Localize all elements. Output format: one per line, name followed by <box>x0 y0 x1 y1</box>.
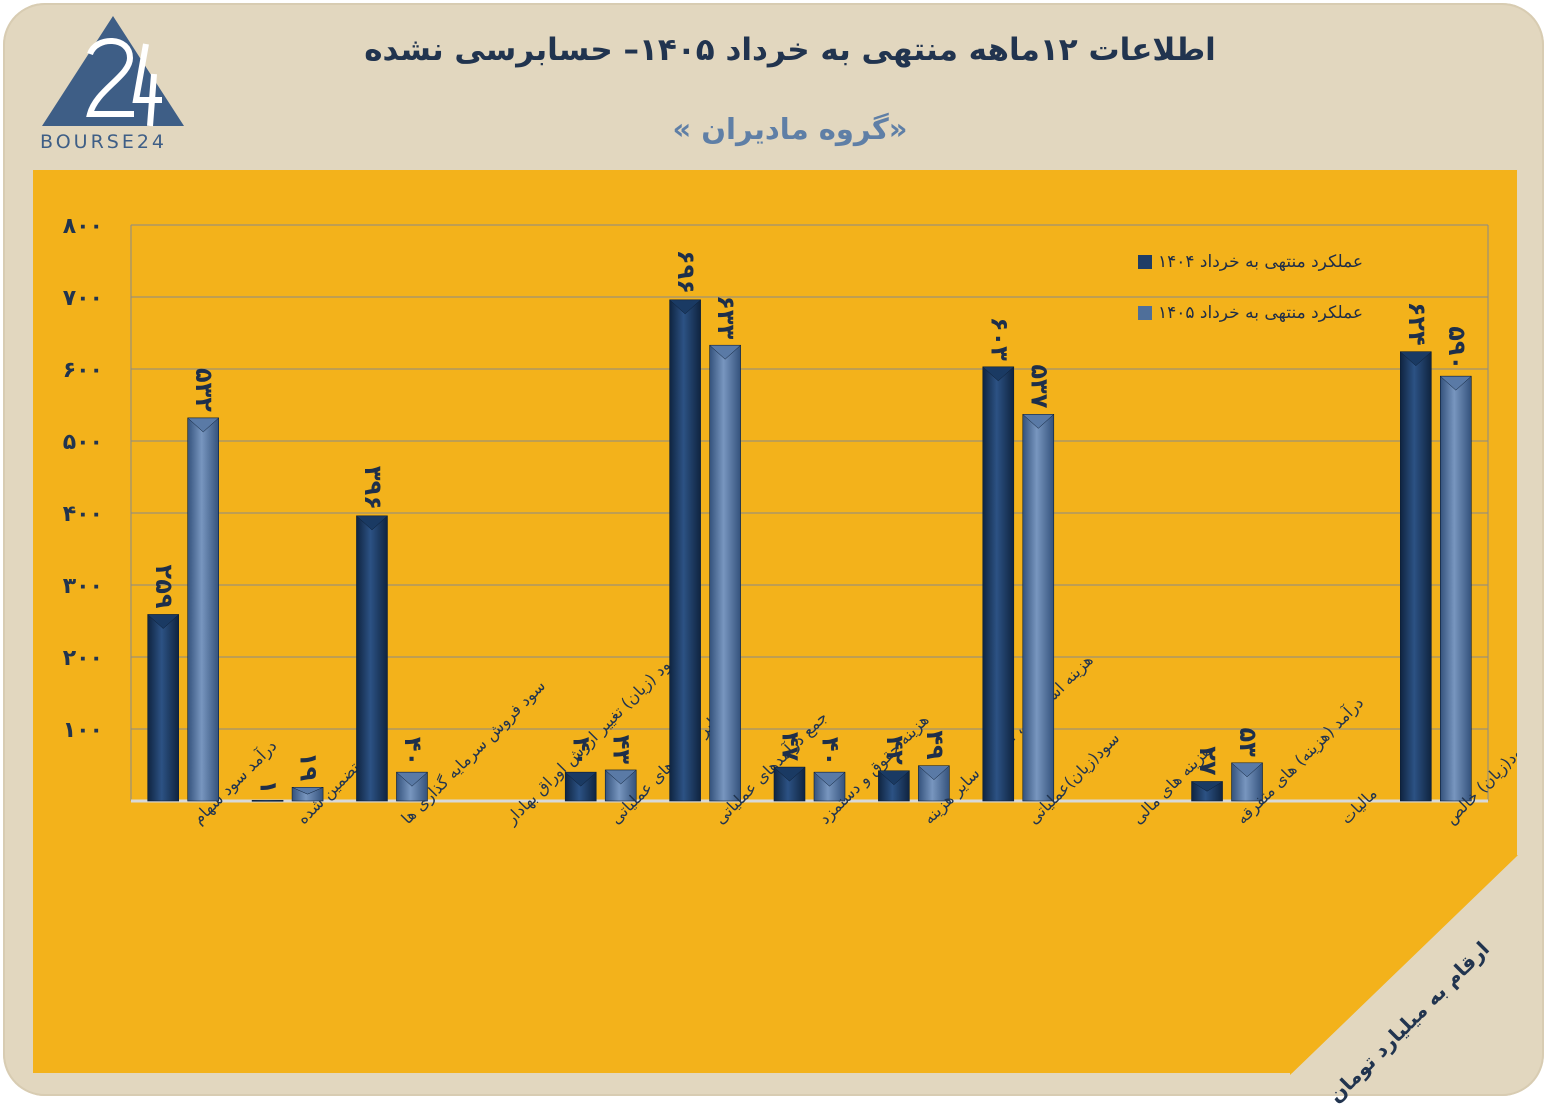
bar-cap <box>1230 762 1264 778</box>
page-title: اطلاعات ۱۲ماهه منتهی به خرداد ۱۴۰۵– حساب… <box>364 32 1216 68</box>
bar-cap <box>291 787 324 795</box>
bar-cap <box>917 765 951 781</box>
logo-text: BOURSE24 <box>40 131 168 153</box>
y-tick-label: ۲۰۰ <box>63 646 103 671</box>
category-label: هزینه حقوق و دستمزد <box>815 710 933 828</box>
bar-cap <box>355 515 389 531</box>
legend-swatch-2 <box>1138 306 1152 320</box>
data-label: ۲۵۹ <box>150 565 178 609</box>
bar-series2 <box>1440 375 1472 802</box>
bar-cap <box>773 766 806 782</box>
y-tick-label: ۱۰۰ <box>63 718 103 743</box>
legend-item-2: عملکرد منتهی به خرداد ۱۴۰۵ <box>1138 303 1363 323</box>
bar-series2 <box>1022 414 1055 802</box>
bar-cap <box>395 771 429 787</box>
bar-cap <box>604 769 637 785</box>
bar-series1 <box>356 515 388 802</box>
bar-series1 <box>147 614 179 802</box>
data-label: ۵۳۷ <box>1025 364 1053 408</box>
corner-triangle <box>1290 855 1518 1075</box>
bar-cap <box>708 344 742 360</box>
legend-item-1: عملکرد منتهی به خرداد ۱۴۰۴ <box>1138 252 1363 272</box>
bar-cap <box>1399 351 1432 367</box>
bar-cap <box>1439 375 1472 391</box>
data-label: ۶۳۳ <box>712 295 740 339</box>
bar-cap <box>147 614 180 629</box>
bar-series1 <box>251 799 284 802</box>
bar-series1 <box>982 366 1015 802</box>
page-subtitle: «گروه مادیران » <box>672 112 908 146</box>
y-tick-label: ۳۰۰ <box>63 574 103 599</box>
bar-cap <box>668 299 702 315</box>
legend-label-2: عملکرد منتهی به خرداد ۱۴۰۵ <box>1158 303 1364 323</box>
data-label: ۶۹۶ <box>672 250 700 294</box>
bar-series1 <box>669 299 701 802</box>
bar-cap <box>564 771 597 787</box>
data-label: ۶۰۳ <box>985 317 1013 361</box>
bar-series1 <box>878 770 910 802</box>
y-tick-label: ۴۰۰ <box>63 502 103 527</box>
data-label: ۳۹۶ <box>359 466 387 510</box>
data-label: ۴۰ <box>817 737 845 766</box>
data-label: ۴۲ <box>881 735 909 765</box>
legend-label-1: عملکرد منتهی به خرداد ۱۴۰۴ <box>1158 252 1364 272</box>
data-label: ۱ <box>255 780 283 795</box>
y-tick-label: ۵۰۰ <box>63 430 103 455</box>
data-label: ۴۳ <box>608 735 636 765</box>
data-label: ۶۲۴ <box>1403 302 1431 346</box>
bar-cap <box>1190 781 1224 792</box>
data-label: ۵۳۲ <box>190 368 218 412</box>
bar-series2 <box>187 417 219 802</box>
bourse24-logo <box>42 16 184 127</box>
bar-cap <box>1022 414 1055 429</box>
data-label: ۴۰ <box>568 737 596 766</box>
bar-series2 <box>709 344 741 802</box>
data-label: ۲۷ <box>1194 746 1222 776</box>
data-label: ۵۳ <box>1234 728 1262 758</box>
legend-swatch-1 <box>1138 255 1152 269</box>
data-label: ۱۹ <box>295 752 323 782</box>
data-label: ۵۹۰ <box>1443 326 1471 370</box>
bar-cap <box>187 417 220 433</box>
y-tick-label: ۶۰۰ <box>63 358 103 383</box>
data-label: ۴۷ <box>777 732 805 762</box>
data-label: ۴۰ <box>399 737 427 766</box>
data-label: ۴۹ <box>921 730 949 760</box>
y-tick-label: ۷۰۰ <box>63 286 103 311</box>
bar-series1 <box>1400 351 1432 802</box>
category-label: مالیات <box>1337 784 1381 828</box>
bar-cap <box>982 366 1015 382</box>
bar-cap <box>877 770 911 786</box>
y-tick-label: ۸۰۰ <box>63 214 103 239</box>
bar-cap <box>813 771 846 787</box>
chart-panel: ۱۰۰ ۲۰۰ ۳۰۰ ۴۰۰ ۵۰۰ ۶۰۰ ۷۰۰ ۸۰۰ ۲۵۹ ۵۳۲ درآمد سود … <box>33 170 1517 1073</box>
